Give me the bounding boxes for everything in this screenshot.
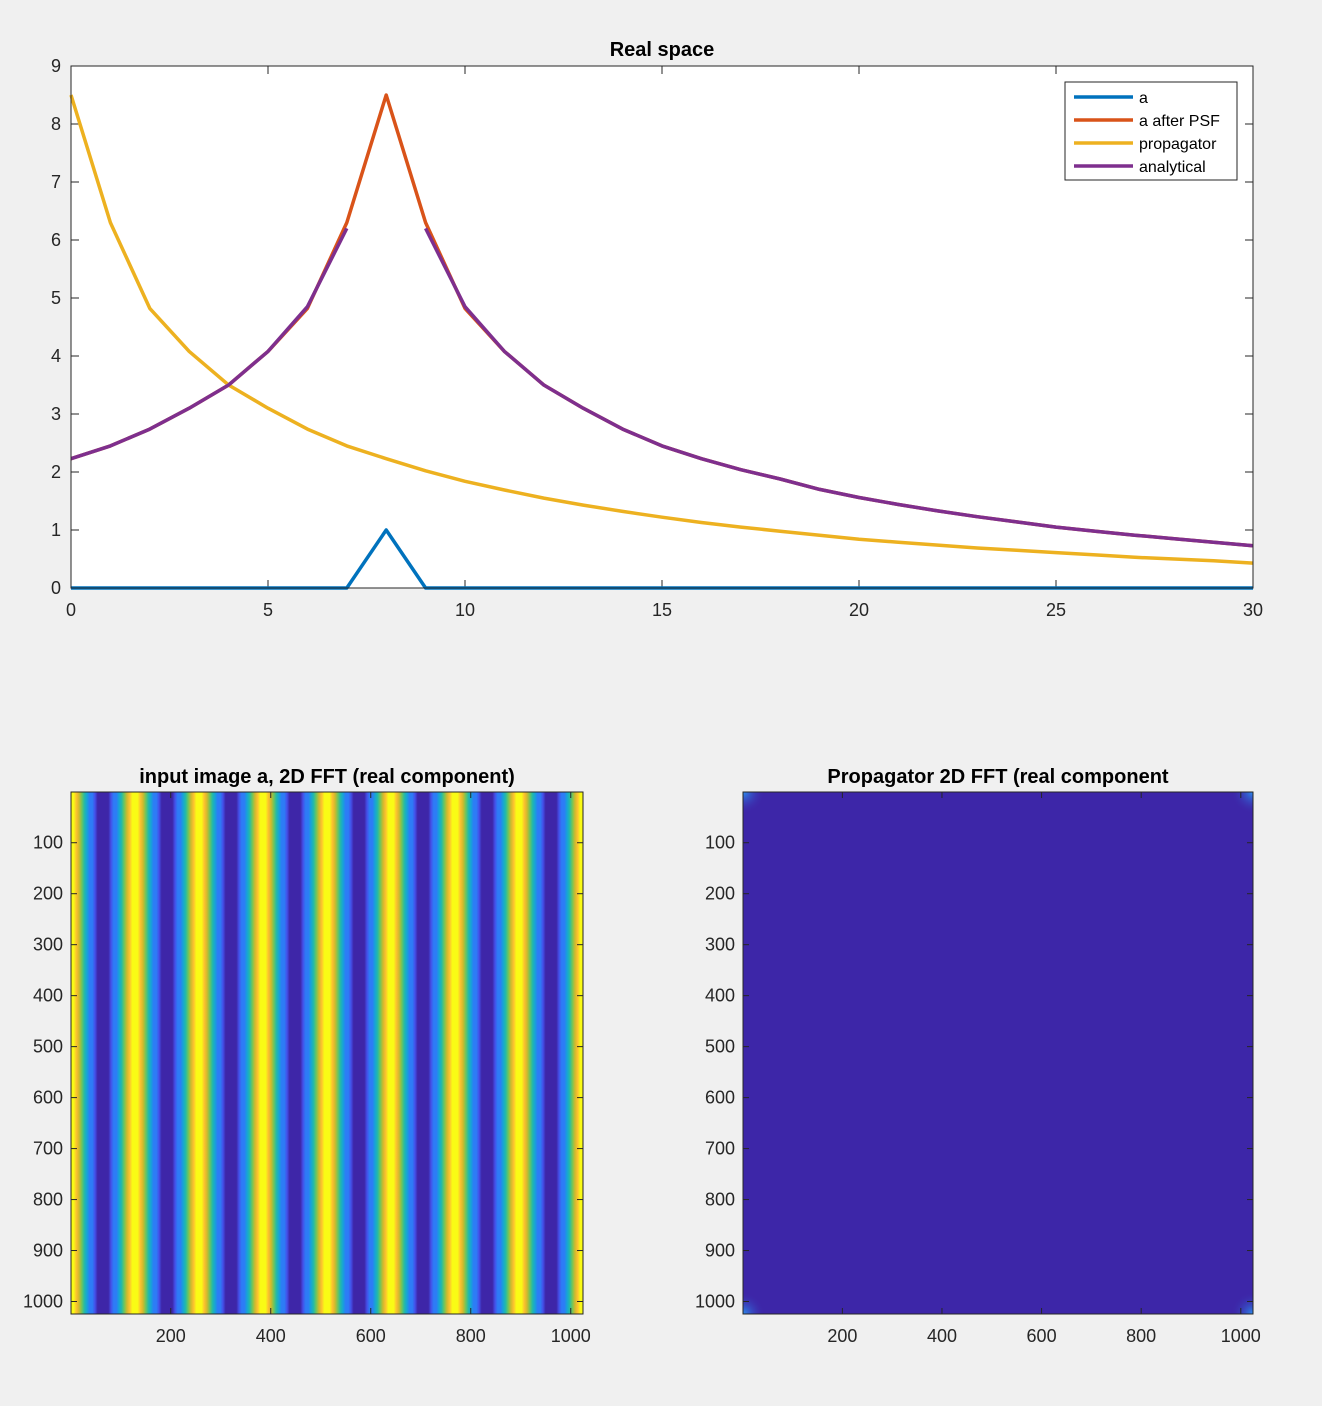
y-tick-label: 1000 bbox=[23, 1292, 63, 1312]
y-tick-label: 1 bbox=[51, 520, 61, 540]
line-chart: Real space 0 5 10 15 20 25 30 0 1 2 3 4 5 6 7 8 9 a a aft… bbox=[51, 39, 1263, 620]
x-tick-label: 600 bbox=[1027, 1326, 1057, 1346]
x-tick-label: 10 bbox=[455, 600, 475, 620]
y-tick-label: 800 bbox=[33, 1190, 63, 1210]
series-line-analytical bbox=[424, 227, 1254, 548]
heatmap-input-image bbox=[71, 792, 583, 1314]
y-tick-label: 1000 bbox=[695, 1292, 735, 1312]
x-tick-label: 15 bbox=[652, 600, 672, 620]
y-tick-label: 400 bbox=[33, 986, 63, 1006]
y-tick-label: 300 bbox=[705, 935, 735, 955]
series-line-propagator bbox=[69, 94, 1254, 565]
heatmap-input-title: input image a, 2D FFT (real component) bbox=[139, 766, 515, 788]
y-tick-label: 600 bbox=[33, 1088, 63, 1108]
heatmap-propagator-axes: 200 400 600 800 1000 100 200 300 400 500 600 700 800… bbox=[695, 792, 1261, 1346]
y-tick-label: 4 bbox=[51, 346, 61, 366]
y-tick-label: 900 bbox=[33, 1241, 63, 1261]
heatmap-input: input image a, 2D FFT (real component) 2… bbox=[23, 766, 591, 1346]
y-tick-label: 900 bbox=[705, 1241, 735, 1261]
x-tick-label: 0 bbox=[66, 600, 76, 620]
y-tick-label: 0 bbox=[51, 578, 61, 598]
x-tick-label: 200 bbox=[156, 1326, 186, 1346]
x-tick-label: 600 bbox=[356, 1326, 386, 1346]
y-tick-label: 800 bbox=[705, 1190, 735, 1210]
corner-glow bbox=[1231, 1292, 1253, 1314]
heatmap-propagator: Propagator 2D FFT (real component 200 400… bbox=[695, 766, 1261, 1346]
y-tick-label: 8 bbox=[51, 114, 61, 134]
x-tick-label: 400 bbox=[927, 1326, 957, 1346]
corner-glow bbox=[1231, 792, 1253, 814]
y-tick-label: 2 bbox=[51, 462, 61, 482]
x-tick-label: 800 bbox=[456, 1326, 486, 1346]
y-tick-label: 5 bbox=[51, 288, 61, 308]
x-tick-label: 200 bbox=[827, 1326, 857, 1346]
y-tick-label: 9 bbox=[51, 56, 61, 76]
y-tick-label: 100 bbox=[705, 833, 735, 853]
series-line-analytical bbox=[70, 227, 349, 461]
x-tick-label: 1000 bbox=[1221, 1326, 1261, 1346]
x-tick-label: 5 bbox=[263, 600, 273, 620]
x-tick-label: 800 bbox=[1126, 1326, 1156, 1346]
y-tick-label: 700 bbox=[33, 1139, 63, 1159]
heatmap-propagator-box bbox=[742, 791, 1254, 1315]
x-tick-label: 25 bbox=[1046, 600, 1066, 620]
x-tick-label: 1000 bbox=[551, 1326, 591, 1346]
y-tick-label: 7 bbox=[51, 172, 61, 192]
heatmap-input-axes: 200 400 600 800 1000 100 200 300 400 500 600 700 800… bbox=[23, 792, 591, 1346]
line-chart-plot-area bbox=[71, 66, 1253, 588]
y-tick-label: 300 bbox=[33, 935, 63, 955]
y-tick-label: 500 bbox=[705, 1037, 735, 1057]
legend-label: analytical bbox=[1139, 159, 1206, 176]
legend-label: a bbox=[1139, 90, 1148, 107]
corner-glow bbox=[743, 1292, 765, 1314]
x-tick-label: 400 bbox=[256, 1326, 286, 1346]
heatmap-propagator-corners bbox=[743, 792, 1253, 1314]
y-tick-label: 3 bbox=[51, 404, 61, 424]
heatmap-propagator-title: Propagator 2D FFT (real component bbox=[827, 766, 1168, 788]
y-tick-label: 700 bbox=[705, 1139, 735, 1159]
line-chart-box bbox=[70, 65, 1254, 589]
corner-glow bbox=[743, 792, 765, 814]
heatmap-input-box bbox=[70, 791, 584, 1315]
legend: a a after PSF propagator analytical bbox=[1064, 81, 1238, 181]
y-tick-label: 100 bbox=[33, 833, 63, 853]
y-tick-label: 6 bbox=[51, 230, 61, 250]
y-tick-label: 200 bbox=[705, 884, 735, 904]
x-tick-label: 20 bbox=[849, 600, 869, 620]
legend-label: propagator bbox=[1139, 136, 1217, 153]
legend-label: a after PSF bbox=[1139, 113, 1220, 130]
y-tick-label: 200 bbox=[33, 884, 63, 904]
heatmap-propagator-image bbox=[743, 792, 1253, 1314]
x-tick-label: 30 bbox=[1243, 600, 1263, 620]
y-tick-label: 500 bbox=[33, 1037, 63, 1057]
line-chart-title: Real space bbox=[610, 39, 715, 61]
y-tick-label: 400 bbox=[705, 986, 735, 1006]
y-tick-label: 600 bbox=[705, 1088, 735, 1108]
